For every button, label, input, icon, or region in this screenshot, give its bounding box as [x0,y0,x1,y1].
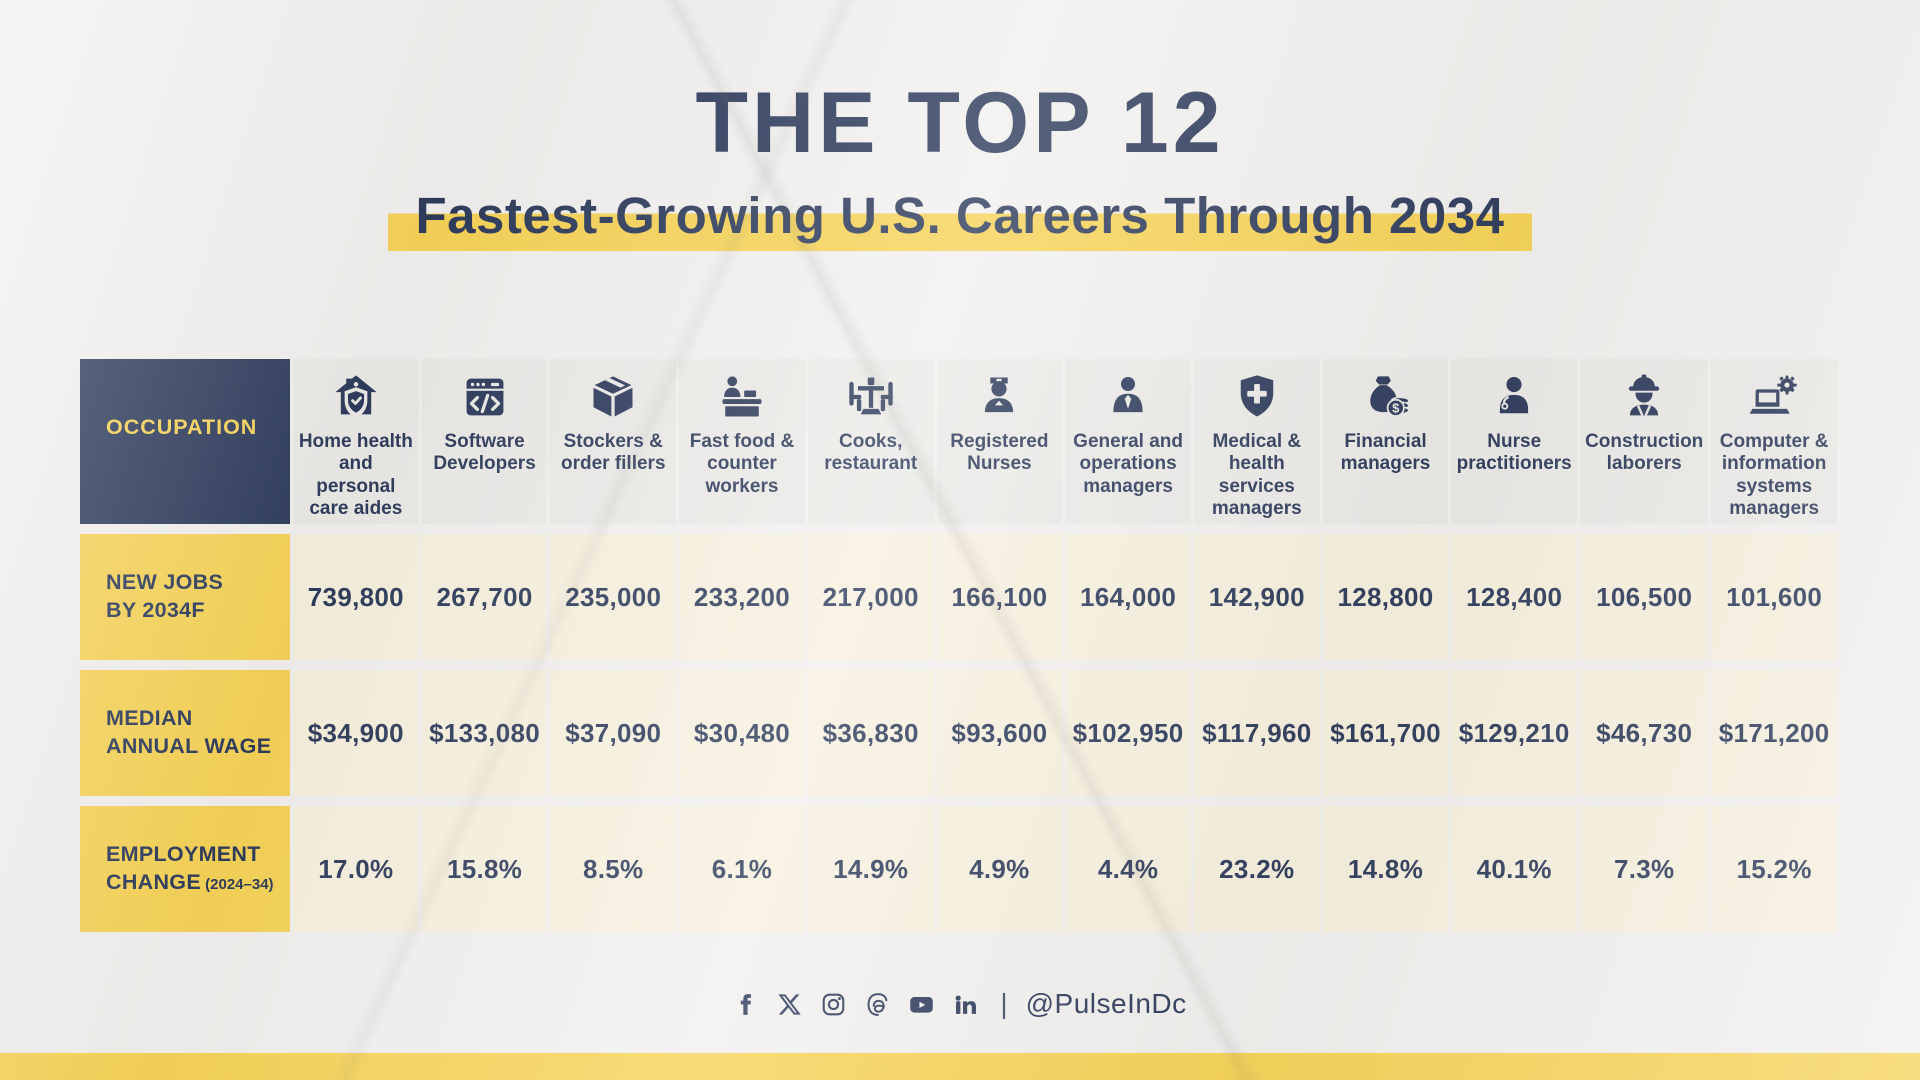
occupation-name: Construction laborers [1585,431,1704,475]
new-jobs-cell: 739,800 [293,534,419,660]
new-jobs-cell: 235,000 [550,534,677,660]
social-icons [733,992,978,1017]
occupation-name: General and operations managers [1073,431,1183,497]
new-jobs-cell: 166,100 [936,534,1063,660]
median-wage-cell: $46,730 [1580,670,1709,796]
row-label-new-jobs: NEW JOBS BY 2034F [80,534,290,660]
occupation-name: Home health and personal care aides [298,431,413,520]
median-wage-cell: $129,210 [1451,670,1578,796]
occupation-name: Medical & health services managers [1211,431,1302,520]
social-handle: @PulseInDc [1025,988,1187,1019]
employment-change-cell: 4.4% [1065,806,1191,932]
careers-table: OCCUPATION NEW JOBS BY 2034F MEDIAN ANNU… [80,359,1837,932]
occupation-header-cell: Computer & information systems managers [1711,359,1837,524]
row-label-median-wage: MEDIAN ANNUAL WAGE [80,670,290,796]
threads-icon [865,992,890,1017]
median-wage-cell: $34,900 [293,670,419,796]
occupation-header-cell: Construction laborers [1580,359,1709,524]
new-jobs-cell: 164,000 [1065,534,1191,660]
employment-change-cell: 8.5% [550,806,677,932]
median-wage-cell: $117,960 [1193,670,1320,796]
median-wage-cell: $93,600 [936,670,1063,796]
occupation-header-cell: Software Developers [421,359,548,524]
occupation-header-cell: $ Financial managers [1322,359,1449,524]
laptop-gear-icon [1748,368,1800,426]
occupation-name: Computer & information systems managers [1719,431,1829,520]
restaurant-table-icon [845,368,897,426]
new-jobs-cell: 217,000 [807,534,934,660]
employment-change-cell: 4.9% [936,806,1063,932]
occupation-name: Fast food & counter workers [689,431,795,497]
bottom-accent-bar [0,1053,1920,1080]
new-jobs-cell: 233,200 [679,534,805,660]
employment-change-cell: 17.0% [293,806,419,932]
occupation-corner-cell: OCCUPATION [80,359,290,524]
occupation-corner-label: OCCUPATION [106,415,258,439]
new-jobs-cell: 128,400 [1451,534,1578,660]
businessman-icon [1102,368,1154,426]
occupation-header-cell: Nurse practitioners [1451,359,1578,524]
row-label-employment-change: EMPLOYMENT CHANGE (2024–34) [80,806,290,932]
svg-text:$: $ [1392,401,1400,416]
median-wage-cell: $37,090 [550,670,677,796]
median-wage-cell: $102,950 [1065,670,1191,796]
code-window-icon [459,368,511,426]
new-jobs-cell: 142,900 [1193,534,1320,660]
occupation-name: Nurse practitioners [1456,431,1572,475]
median-wage-cell: $171,200 [1711,670,1837,796]
page-title: THE TOP 12 [695,75,1225,171]
median-wage-cell: $133,080 [421,670,548,796]
box-icon [587,368,639,426]
employment-change-cell: 15.8% [421,806,548,932]
new-jobs-cell: 128,800 [1322,534,1449,660]
occupation-header-cell: Registered Nurses [936,359,1063,524]
occupation-header-cell: Stockers & order fillers [550,359,677,524]
page-subtitle: Fastest-Growing U.S. Careers Through 203… [387,186,1533,251]
median-wage-cell: $161,700 [1322,670,1449,796]
youtube-icon [909,992,934,1017]
occupation-header-cell: Home health and personal care aides [293,359,419,524]
new-jobs-cell: 267,700 [421,534,548,660]
occupation-header-cell: General and operations managers [1065,359,1191,524]
header: THE TOP 12 Fastest-Growing U.S. Careers … [0,0,1920,251]
employment-change-cell: 15.2% [1711,806,1837,932]
median-wage-cell: $30,480 [679,670,805,796]
occupation-header-cell: Fast food & counter workers [679,359,805,524]
employment-change-cell: 23.2% [1193,806,1320,932]
stethoscope-person-icon [1488,368,1540,426]
footer: | @PulseInDc [0,988,1920,1020]
occupation-name: Stockers & order fillers [560,431,666,475]
employment-change-cell: 7.3% [1580,806,1709,932]
median-wage-cell: $36,830 [807,670,934,796]
employment-change-cell: 6.1% [679,806,805,932]
x-icon [777,992,802,1017]
occupation-name: Registered Nurses [950,431,1049,475]
occupation-name: Financial managers [1340,431,1431,475]
employment-change-cell: 40.1% [1451,806,1578,932]
employment-change-cell: 14.9% [807,806,934,932]
new-jobs-cell: 106,500 [1580,534,1709,660]
employment-change-cell: 14.8% [1322,806,1449,932]
occupation-header-cell: Medical & health services managers [1193,359,1320,524]
occupation-header-cell: Cooks, restaurant [807,359,934,524]
shield-cross-icon [1231,368,1283,426]
occupation-name: Cooks, restaurant [824,431,918,475]
facebook-icon [733,992,758,1017]
money-bag-icon: $ [1360,368,1412,426]
counter-attendant-icon [716,368,768,426]
house-shield-icon [330,368,382,426]
nurse-icon [973,368,1025,426]
linkedin-icon [953,992,978,1017]
instagram-icon [821,992,846,1017]
occupation-name: Software Developers [433,431,536,475]
new-jobs-cell: 101,600 [1711,534,1837,660]
construction-worker-icon [1618,368,1670,426]
footer-divider: | [1000,988,1008,1019]
